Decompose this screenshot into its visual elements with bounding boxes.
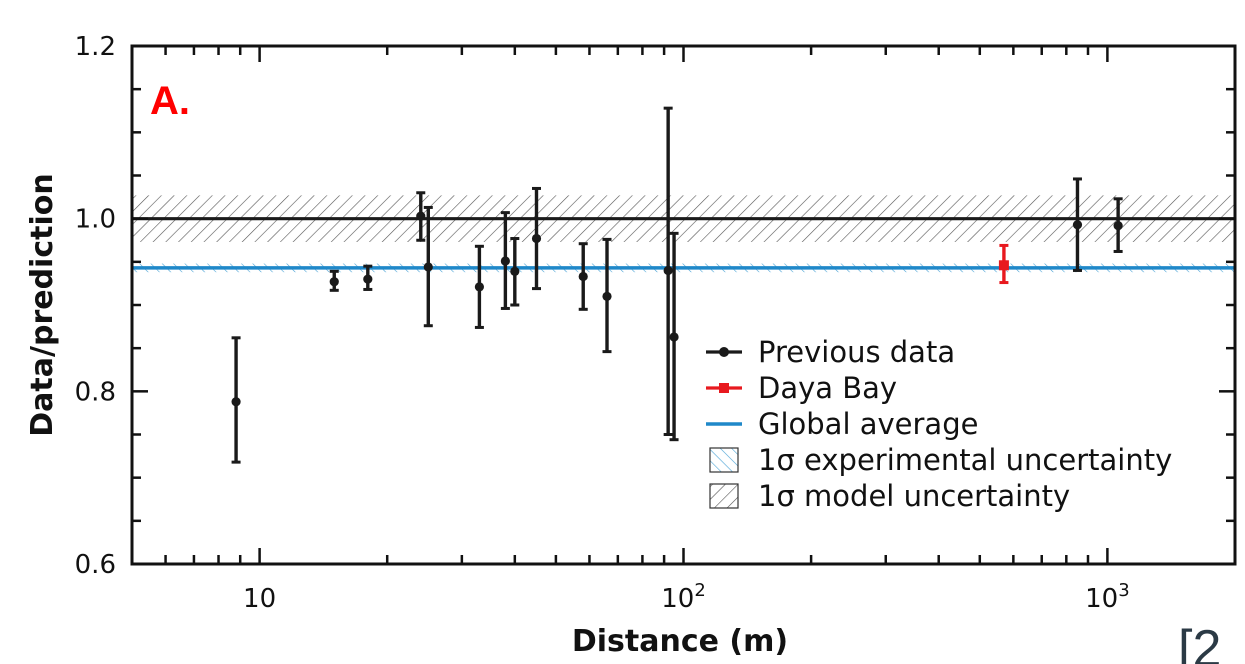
legend-swatch — [709, 447, 739, 473]
legend-item-daya-bay: Daya Bay — [706, 371, 897, 405]
data-marker — [602, 291, 612, 301]
legend-item-previous: Previous data — [706, 335, 955, 369]
panel-label: A. — [150, 79, 190, 123]
previous-data-point — [1072, 177, 1083, 272]
legend-item-exp-band: 1σ experimental uncertainty — [709, 443, 1172, 477]
legend-label: 1σ model uncertainty — [758, 479, 1070, 513]
x-tick-label: 10 — [243, 584, 276, 614]
previous-data-point — [663, 106, 673, 436]
data-marker — [474, 282, 485, 292]
data-marker — [669, 332, 679, 342]
data-marker — [329, 277, 339, 287]
legend-label: 1σ experimental uncertainty — [758, 443, 1172, 477]
legend-marker — [719, 383, 729, 393]
data-marker — [531, 233, 542, 244]
y-tick-label: 0.8 — [75, 377, 116, 407]
data-marker — [998, 260, 1009, 271]
legend-label: Daya Bay — [758, 371, 897, 405]
previous-data-point — [329, 269, 339, 292]
previous-data-point — [669, 231, 679, 442]
previous-data-point — [416, 191, 426, 242]
legend-label: Previous data — [758, 335, 955, 369]
previous-data-point — [474, 244, 485, 329]
citation-mark: [2 — [1178, 620, 1221, 664]
previous-data-point — [578, 242, 588, 311]
data-marker — [363, 274, 373, 284]
x-tick-label: 102 — [661, 580, 706, 614]
previous-data-point — [500, 211, 510, 310]
data-marker — [578, 271, 588, 282]
data-marker — [510, 266, 520, 276]
x-axis-title: Distance (m) — [572, 624, 788, 659]
y-tick-label: 1.0 — [75, 205, 116, 235]
previous-data-point — [510, 237, 520, 307]
legend-label: Global average — [758, 407, 978, 441]
legend-marker — [719, 347, 729, 357]
data-marker — [416, 211, 426, 221]
y-tick-label: 1.2 — [75, 32, 116, 62]
previous-data-point — [423, 205, 433, 328]
legend-item-model-band: 1σ model uncertainty — [709, 479, 1070, 513]
data-marker — [500, 256, 510, 266]
data-marker — [1113, 220, 1123, 231]
previous-data-point — [1113, 197, 1123, 253]
legend-item-global: Global average — [706, 407, 978, 441]
data-marker — [663, 265, 673, 276]
previous-data-point — [531, 186, 542, 291]
legend-swatch — [709, 483, 739, 509]
data-marker — [423, 262, 433, 272]
previous-data-point — [602, 237, 612, 354]
y-axis-title: Data/prediction — [25, 173, 60, 436]
data-marker — [1072, 220, 1083, 230]
y-tick-label: 0.6 — [75, 550, 116, 580]
data-marker — [231, 397, 241, 407]
previous-data-point — [363, 264, 373, 291]
x-tick-label: 103 — [1085, 580, 1130, 614]
daya-bay-point — [998, 243, 1009, 285]
previous-data-point — [231, 336, 241, 464]
